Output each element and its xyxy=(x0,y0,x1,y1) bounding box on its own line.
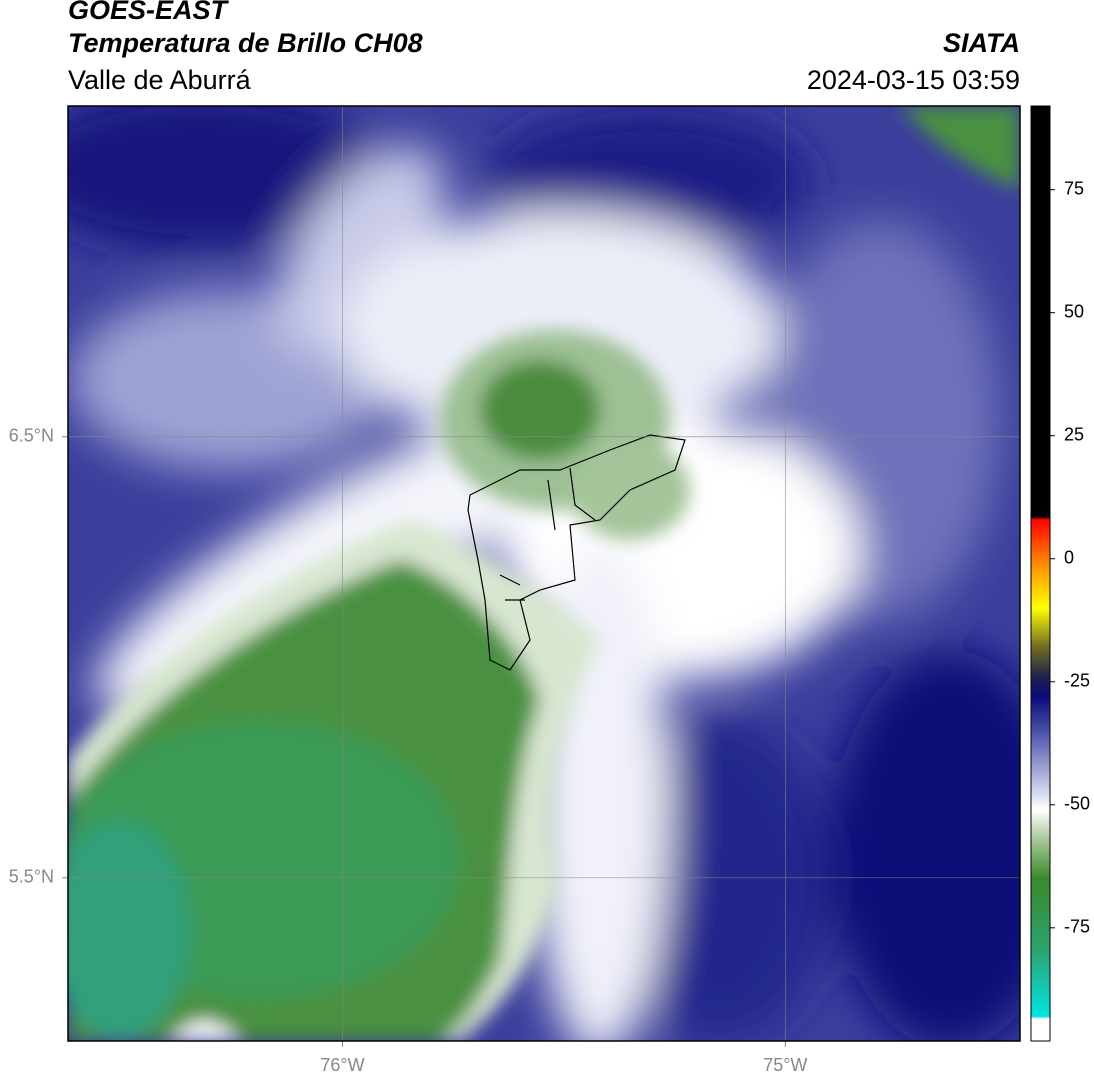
colorbar-tick-label: 75 xyxy=(1064,178,1084,198)
colorbar xyxy=(1030,105,1051,1042)
satellite-image xyxy=(68,106,1020,1041)
x-tick-label: 75°W xyxy=(763,1055,807,1075)
title: GOES-EAST xyxy=(68,0,230,25)
colorbar-tick-label: 50 xyxy=(1064,301,1084,321)
colorbar-tick-label: -75 xyxy=(1064,917,1090,937)
colorbar-tick-label: 25 xyxy=(1064,424,1084,444)
y-tick-label: 6.5°N xyxy=(9,426,54,446)
y-tick-label: 5.5°N xyxy=(9,867,54,887)
colorbar-tick-label: -50 xyxy=(1064,794,1090,814)
colorbar-tick-label: -25 xyxy=(1064,671,1090,691)
region: Valle de Aburrá xyxy=(68,65,252,95)
colorbar-tick-label: 0 xyxy=(1064,547,1074,567)
municipal-boundaries xyxy=(467,434,686,671)
source: SIATA xyxy=(943,28,1020,58)
x-tick-label: 76°W xyxy=(320,1055,364,1075)
subtitle: Temperatura de Brillo CH08 xyxy=(68,28,423,58)
map-frame xyxy=(67,105,1021,1042)
datetime: 2024-03-15 03:59 xyxy=(807,65,1020,95)
